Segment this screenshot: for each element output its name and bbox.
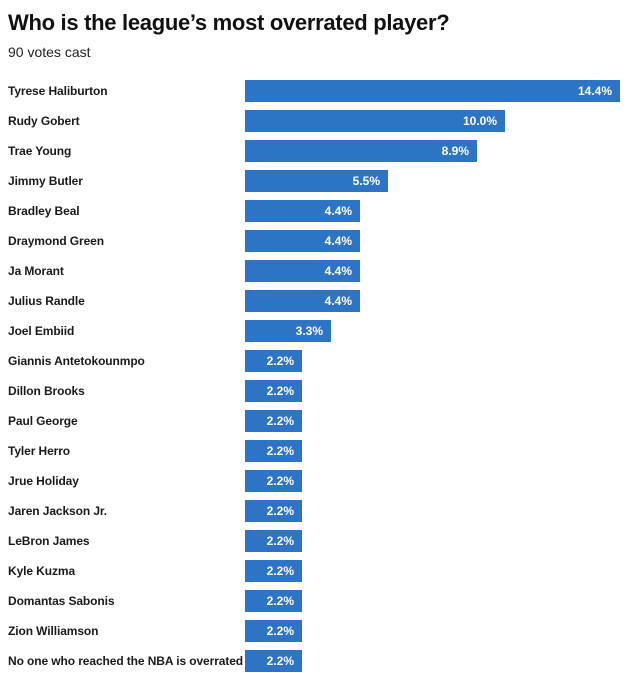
chart-row: Bradley Beal 4.4% (8, 196, 640, 226)
value-label: 2.2% (266, 354, 294, 369)
value-label: 10.0% (462, 114, 497, 129)
player-label: Rudy Gobert (8, 114, 80, 129)
player-label: Kyle Kuzma (8, 564, 76, 579)
value-label: 3.3% (295, 324, 323, 339)
chart-row: Joel Embiid 3.3% (8, 316, 640, 346)
vote-percentage-bar: 2.2% (245, 440, 302, 463)
chart-row: Draymond Green 4.4% (8, 226, 640, 256)
player-label: Tyler Herro (8, 444, 71, 459)
player-label: Jrue Holiday (8, 474, 79, 489)
vote-percentage-bar: 2.2% (245, 470, 302, 493)
chart-row: Rudy Gobert 10.0% (8, 106, 640, 136)
value-label: 4.4% (324, 204, 352, 219)
chart-row: Tyler Herro 2.2% (8, 436, 640, 466)
value-label: 2.2% (266, 624, 294, 639)
value-label: 2.2% (266, 414, 294, 429)
vote-percentage-bar: 2.2% (245, 500, 302, 523)
value-label: 2.2% (266, 384, 294, 399)
player-label: Bradley Beal (8, 204, 80, 219)
chart-row: LeBron James 2.2% (8, 526, 640, 556)
vote-percentage-bar: 4.4% (245, 230, 360, 253)
vote-percentage-bar: 8.9% (245, 140, 477, 163)
vote-percentage-bar: 5.5% (245, 170, 388, 193)
value-label: 8.9% (441, 144, 469, 159)
value-label: 2.2% (266, 654, 294, 669)
chart-row: No one who reached the NBA is overrated 2… (8, 646, 640, 673)
player-label: Dillon Brooks (8, 384, 85, 399)
value-label: 2.2% (266, 564, 294, 579)
player-label: Joel Embiid (8, 324, 75, 339)
player-label: LeBron James (8, 534, 90, 549)
value-label: 2.2% (266, 474, 294, 489)
chart-row: Paul George 2.2% (8, 406, 640, 436)
vote-percentage-bar: 2.2% (245, 620, 302, 643)
chart-row: Giannis Antetokounmpo 2.2% (8, 346, 640, 376)
chart-row: Jaren Jackson Jr. 2.2% (8, 496, 640, 526)
chart-row: Domantas Sabonis 2.2% (8, 586, 640, 616)
chart-row: Ja Morant 4.4% (8, 256, 640, 286)
vote-percentage-bar: 2.2% (245, 410, 302, 433)
vote-percentage-bar: 2.2% (245, 650, 302, 673)
value-label: 2.2% (266, 534, 294, 549)
player-label: Domantas Sabonis (8, 594, 115, 609)
player-label: Ja Morant (8, 264, 64, 279)
overrated-player-bar-chart: Tyrese Haliburton 14.4% Rudy Gobert 10.0% Tr… (8, 76, 640, 673)
vote-percentage-bar: 14.4% (245, 80, 620, 103)
chart-row: Kyle Kuzma 2.2% (8, 556, 640, 586)
vote-percentage-bar: 4.4% (245, 290, 360, 313)
value-label: 2.2% (266, 444, 294, 459)
value-label: 5.5% (352, 174, 380, 189)
player-label: Giannis Antetokounmpo (8, 354, 145, 369)
player-label: Jaren Jackson Jr. (8, 504, 108, 519)
vote-percentage-bar: 2.2% (245, 560, 302, 583)
player-label: Trae Young (8, 144, 72, 159)
vote-percentage-bar: 2.2% (245, 590, 302, 613)
value-label: 2.2% (266, 504, 294, 519)
chart-row: Zion Williamson 2.2% (8, 616, 640, 646)
value-label: 4.4% (324, 294, 352, 309)
vote-percentage-bar: 3.3% (245, 320, 331, 343)
chart-row: Trae Young 8.9% (8, 136, 640, 166)
player-label: Zion Williamson (8, 624, 99, 639)
value-label: 14.4% (577, 84, 612, 99)
chart-row: Julius Randle 4.4% (8, 286, 640, 316)
player-label: Paul George (8, 414, 78, 429)
player-label: Julius Randle (8, 294, 85, 309)
player-label: Tyrese Haliburton (8, 84, 108, 99)
vote-percentage-bar: 2.2% (245, 350, 302, 373)
value-label: 4.4% (324, 234, 352, 249)
chart-row: Jrue Holiday 2.2% (8, 466, 640, 496)
votes-cast-count: 90 votes cast (8, 44, 91, 61)
chart-row: Jimmy Butler 5.5% (8, 166, 640, 196)
player-label: No one who reached the NBA is overrated (8, 654, 244, 669)
vote-percentage-bar: 10.0% (245, 110, 505, 133)
chart-row: Tyrese Haliburton 14.4% (8, 76, 640, 106)
player-label: Draymond Green (8, 234, 104, 249)
vote-percentage-bar: 4.4% (245, 200, 360, 223)
chart-row: Dillon Brooks 2.2% (8, 376, 640, 406)
page-title: Who is the league’s most overrated playe… (8, 10, 450, 35)
vote-percentage-bar: 2.2% (245, 530, 302, 553)
vote-percentage-bar: 2.2% (245, 380, 302, 403)
vote-percentage-bar: 4.4% (245, 260, 360, 283)
player-label: Jimmy Butler (8, 174, 83, 189)
value-label: 2.2% (266, 594, 294, 609)
value-label: 4.4% (324, 264, 352, 279)
